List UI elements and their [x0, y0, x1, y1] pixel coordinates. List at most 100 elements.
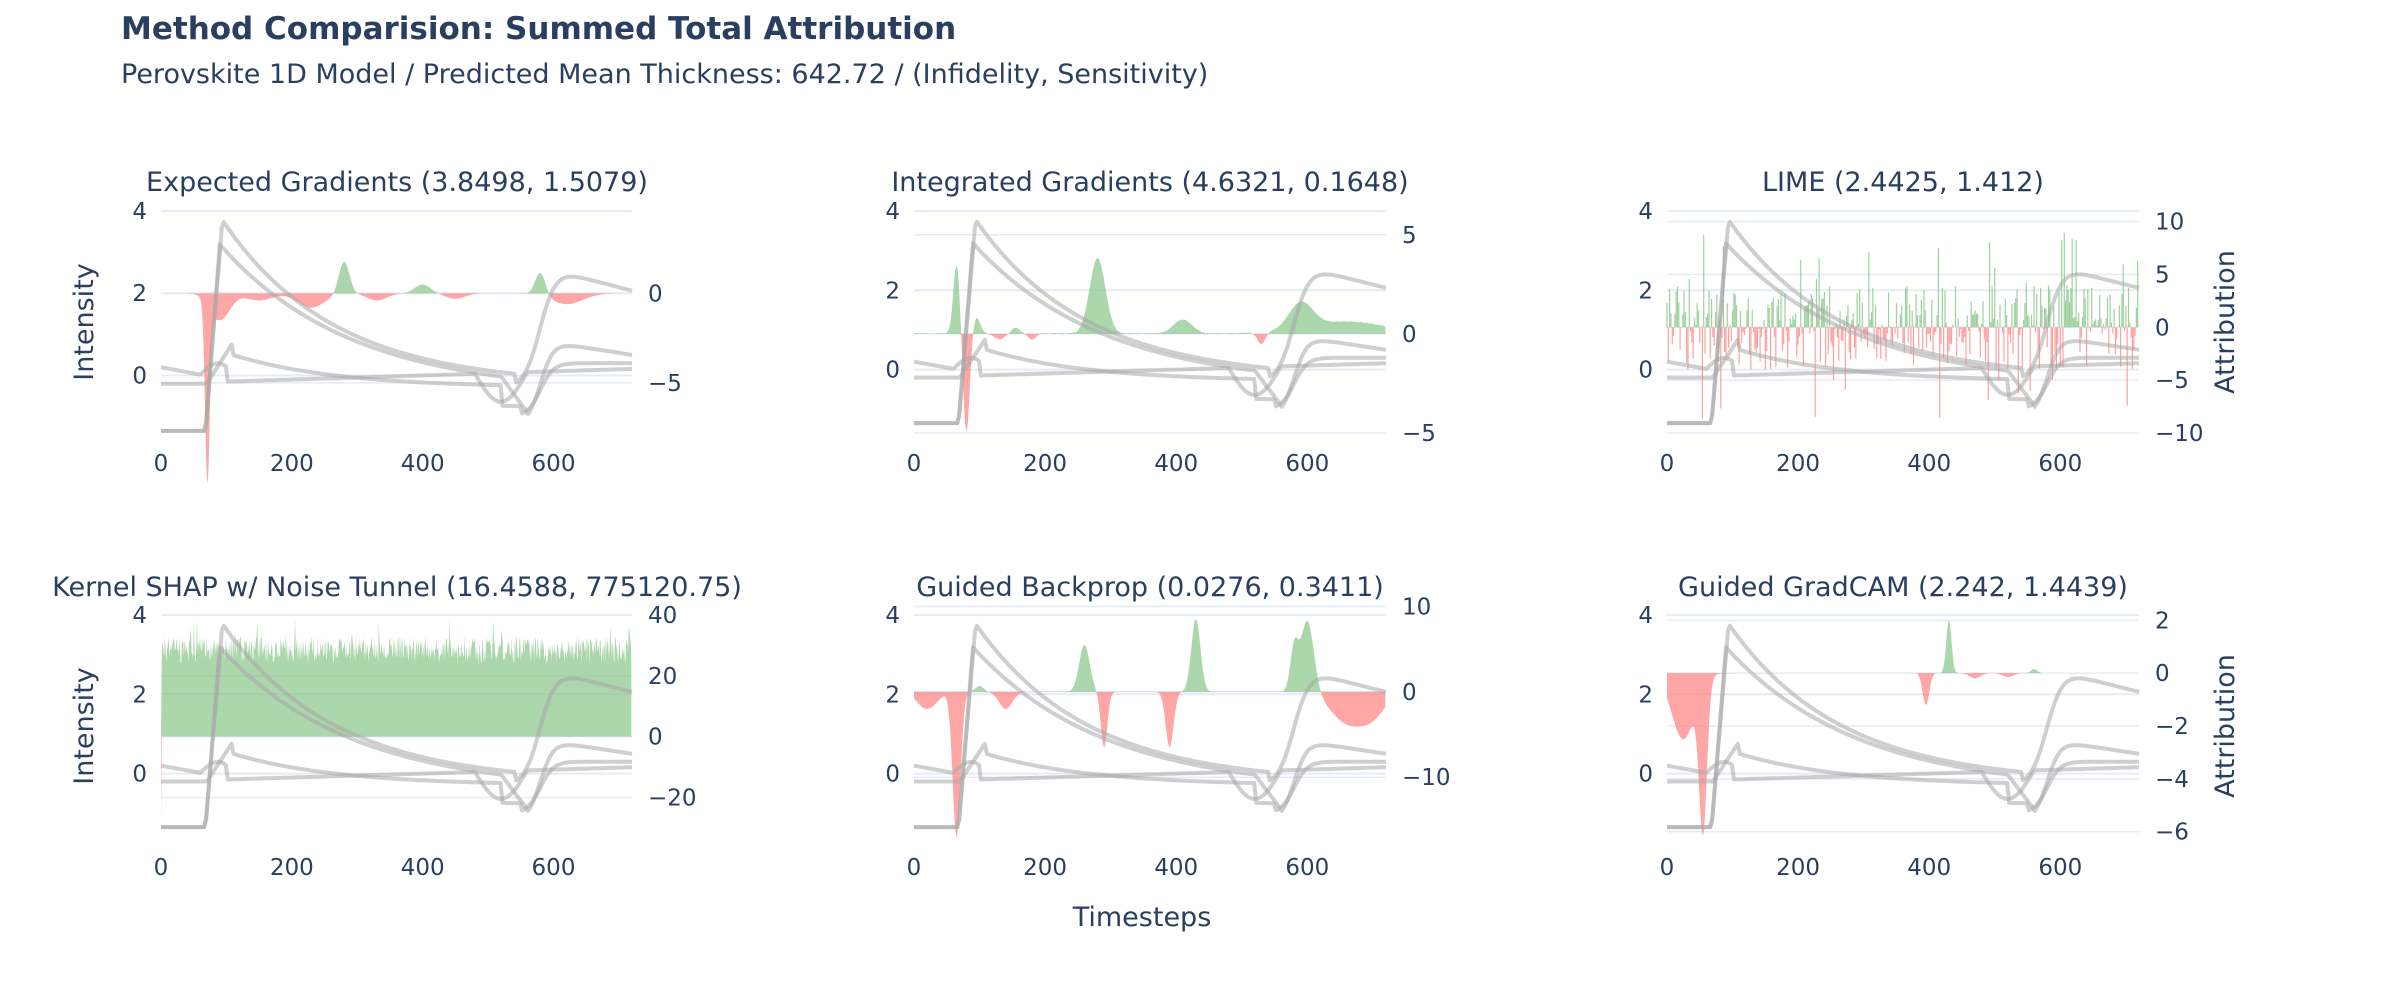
attribution-tick-label: −2 [2155, 714, 2189, 740]
intensity-line-1 [1667, 219, 2140, 426]
x-tick-label: 400 [401, 451, 445, 477]
attribution-series [161, 617, 632, 822]
subplot-5: 0 200 400 600 0 2 4 −10 0 10 Guided Backprop (0.02… [885, 572, 1450, 881]
x-tick-label: 400 [1907, 855, 1951, 881]
gridlines [1667, 614, 2139, 833]
intensity-line-2 [1667, 241, 2140, 426]
attribution-tick-label: 0 [648, 725, 663, 751]
x-tick-label: 600 [532, 451, 576, 477]
figure-title: Method Comparision: Summed Total Attribu… [121, 11, 956, 47]
intensity-series [913, 219, 1387, 426]
intensity-tick-label: 0 [885, 358, 900, 384]
intensity-line-2 [914, 241, 1387, 426]
subplot-title: Integrated Gradients (4.6321, 0.1648) [891, 167, 1408, 198]
attribution-series [914, 257, 1386, 431]
subplot-title: Guided GradCAM (2.242, 1.4439) [1678, 572, 2128, 603]
x-tick-label: 400 [1154, 451, 1198, 477]
attribution-series [161, 261, 632, 485]
intensity-line-4 [914, 741, 1386, 813]
x-tick-label: 400 [1907, 451, 1951, 477]
attribution-tick-label: 20 [648, 664, 677, 690]
x-tick-label: 400 [401, 855, 445, 881]
intensity-tick-label: 0 [132, 363, 147, 389]
subplot-6: 0 200 400 600 0 2 4 −6 −4 −2 0 2 Guided GradCAM (2.2… [1638, 572, 2189, 881]
x-tick-label: 0 [907, 451, 922, 477]
subplot-title: LIME (2.4425, 1.412) [1762, 167, 2044, 198]
intensity-tick-label: 2 [885, 682, 900, 708]
y-axis-label-right-row1: Attribution [2210, 250, 2241, 394]
attribution-tick-label: 0 [1402, 322, 1417, 348]
subplot-title: Guided Backprop (0.0276, 0.3411) [916, 572, 1384, 603]
x-tick-label: 200 [1776, 451, 1820, 477]
subplot-2: 0 200 400 600 0 2 4 −5 0 5 Integrated Gradients (4… [885, 167, 1436, 477]
intensity-series [160, 623, 633, 830]
intensity-tick-label: 2 [1638, 278, 1653, 304]
figure-subtitle: Perovskite 1D Model / Predicted Mean Thi… [121, 59, 1208, 90]
intensity-tick-label: 0 [1638, 762, 1653, 788]
attribution-positive-area [161, 617, 632, 737]
intensity-line-4 [1667, 337, 2139, 409]
intensity-line-2 [1667, 645, 2140, 830]
y-axis-label-left-row2: Intensity [69, 667, 100, 785]
x-tick-label: 600 [2038, 855, 2082, 881]
attribution-tick-label: −10 [1402, 765, 1451, 791]
x-tick-label: 600 [1285, 451, 1329, 477]
attribution-tick-label: 10 [1402, 594, 1431, 620]
intensity-line-1 [1667, 623, 2140, 830]
attribution-positive-area [914, 257, 1386, 334]
attribution-tick-label: −4 [2155, 767, 2189, 793]
intensity-tick-label: 0 [885, 762, 900, 788]
intensity-line-1 [914, 219, 1387, 426]
x-tick-label: 400 [1154, 855, 1198, 881]
attribution-tick-label: −5 [1402, 421, 1436, 447]
subplot-title: Kernel SHAP w/ Noise Tunnel (16.4588, 77… [52, 572, 742, 603]
intensity-line-2 [161, 645, 633, 830]
attribution-series [1667, 620, 2139, 835]
attribution-tick-label: −5 [2155, 368, 2189, 394]
x-tick-label: 0 [1660, 855, 1675, 881]
attribution-tick-label: 0 [648, 281, 663, 307]
attribution-tick-label: 2 [2155, 608, 2170, 634]
intensity-line-1 [161, 623, 633, 830]
attribution-tick-label: −20 [648, 785, 697, 811]
attribution-tick-label: 5 [2155, 262, 2170, 288]
x-tick-label: 0 [1660, 451, 1675, 477]
attribution-negative-area [161, 293, 632, 485]
subplot-title: Expected Gradients (3.8498, 1.5079) [146, 167, 648, 198]
tick-labels: 0 200 400 600 0 2 4 −6 −4 −2 0 2 [1638, 603, 2189, 881]
tick-labels: 0 200 400 600 0 2 4 −5 0 5 [885, 199, 1436, 477]
attribution-tick-label: 40 [648, 603, 677, 629]
subplot-3: 0 200 400 600 0 2 4 −10 −5 0 5 10 LIME (2.4425, 1.41… [1638, 167, 2203, 477]
intensity-line-2 [161, 242, 633, 433]
x-tick-label: 600 [1285, 855, 1329, 881]
intensity-tick-label: 2 [132, 682, 147, 708]
intensity-series [913, 623, 1387, 830]
intensity-tick-label: 0 [132, 762, 147, 788]
intensity-series [1666, 623, 2140, 830]
x-tick-label: 0 [154, 451, 169, 477]
attribution-tick-label: −5 [648, 371, 682, 397]
intensity-series [160, 220, 633, 433]
intensity-tick-label: 4 [132, 199, 147, 225]
intensity-line-4 [1667, 741, 2139, 813]
intensity-line-4 [161, 741, 632, 813]
y-axis-label-right-row2: Attribution [2210, 654, 2241, 798]
intensity-tick-label: 4 [885, 199, 900, 225]
x-tick-label: 200 [1776, 855, 1820, 881]
x-tick-label: 200 [270, 855, 314, 881]
intensity-line-1 [914, 623, 1387, 830]
attribution-tick-label: 5 [1402, 223, 1417, 249]
intensity-series [1666, 219, 2140, 426]
intensity-tick-label: 2 [1638, 682, 1653, 708]
attribution-positive-area [1667, 620, 2139, 674]
x-tick-label: 200 [1023, 855, 1067, 881]
intensity-tick-label: 4 [132, 603, 147, 629]
x-axis-label: Timesteps [1072, 902, 1212, 933]
attribution-tick-label: −10 [2155, 421, 2204, 447]
intensity-tick-label: 0 [1638, 358, 1653, 384]
x-tick-label: 600 [2038, 451, 2082, 477]
